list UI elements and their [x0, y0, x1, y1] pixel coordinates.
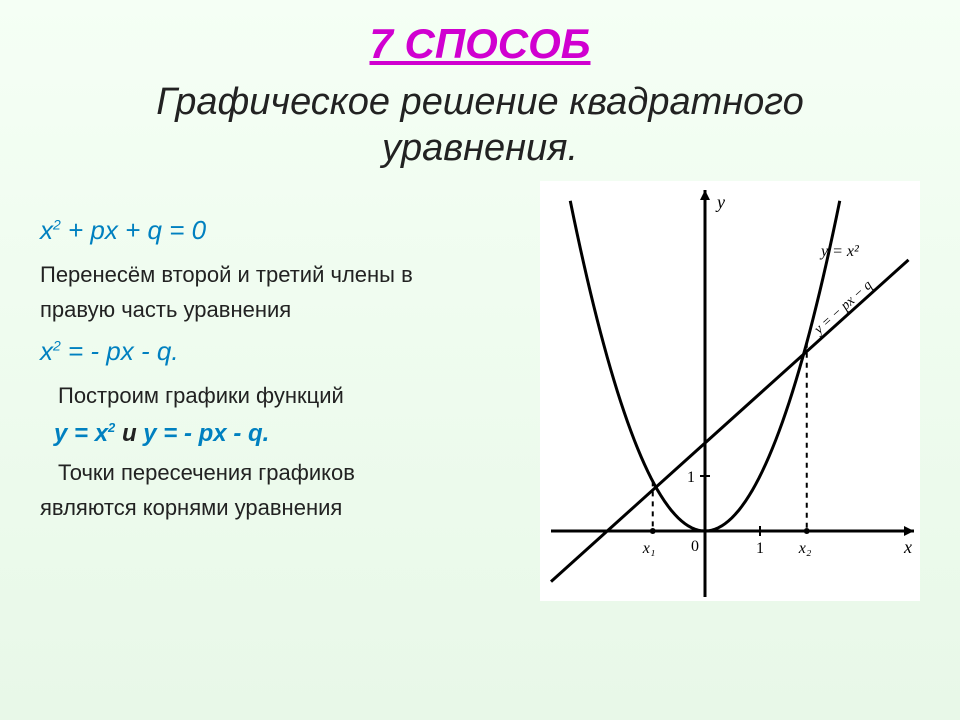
- eq2-lhs: x: [40, 336, 53, 366]
- body-1-line-1: Перенесём второй и третий члены в: [40, 258, 520, 291]
- eq1-lhs: x: [40, 215, 53, 245]
- func-y2: y = - px - q.: [143, 420, 269, 447]
- svg-text:1: 1: [687, 469, 695, 486]
- equation-1: x2 + px + q = 0: [40, 211, 520, 250]
- svg-text:0: 0: [691, 538, 699, 555]
- eq2-exp: 2: [53, 338, 61, 354]
- functions-line: y = x2 и y = - px - q.: [54, 416, 520, 452]
- subtitle-line-1: Графическое решение квадратного: [156, 81, 803, 123]
- slide-title: 7 СПОСОБ: [40, 20, 920, 68]
- svg-text:x: x: [903, 537, 912, 557]
- body-1-line-2: правую часть уравнения: [40, 293, 520, 326]
- svg-text:y: y: [715, 192, 725, 212]
- subtitle-line-2: уравнения.: [382, 127, 578, 169]
- func-y1: y = x: [54, 420, 108, 447]
- chart-svg: yx011x₁x₂y = x²y = − px − q: [540, 181, 920, 601]
- eq2-rest: = - px - q.: [61, 336, 179, 366]
- body-3-line-1: Точки пересечения графиков: [58, 456, 520, 489]
- svg-text:x₂: x₂: [798, 540, 812, 557]
- func-and: и: [115, 420, 143, 447]
- svg-text:1: 1: [756, 540, 764, 557]
- eq1-exp: 2: [53, 217, 61, 233]
- svg-text:y = x²: y = x²: [819, 243, 860, 260]
- equation-2: x2 = - px - q.: [40, 332, 520, 371]
- text-column: x2 + px + q = 0 Перенесём второй и трети…: [40, 211, 520, 526]
- svg-text:x₁: x₁: [642, 540, 656, 557]
- eq1-rest: + px + q = 0: [61, 215, 206, 245]
- body-2: Построим графики функций: [58, 379, 520, 412]
- chart-panel: yx011x₁x₂y = x²y = − px − q: [540, 181, 920, 601]
- slide-subtitle: Графическое решение квадратного уравнени…: [40, 80, 920, 171]
- body-3-line-2: являются корнями уравнения: [40, 491, 520, 524]
- content-row: x2 + px + q = 0 Перенесём второй и трети…: [40, 211, 920, 601]
